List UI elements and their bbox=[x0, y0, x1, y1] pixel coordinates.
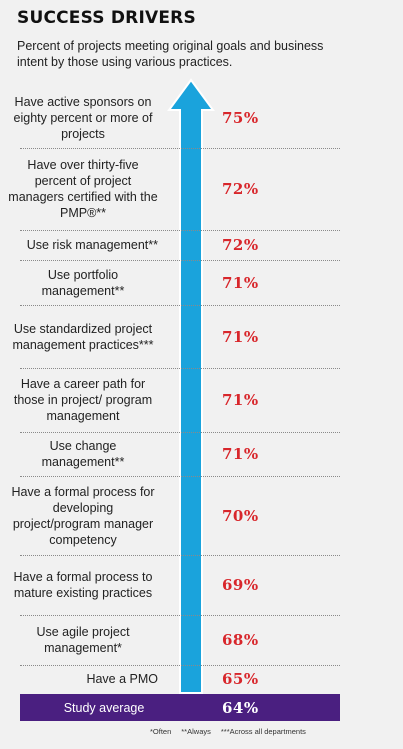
driver-row: Have a PMO 65% bbox=[20, 665, 340, 693]
driver-label: Use change management** bbox=[41, 439, 125, 469]
driver-value: 72% bbox=[222, 180, 259, 198]
row-divider bbox=[20, 476, 340, 477]
footnote-across-departments: ***Across all departments bbox=[220, 727, 306, 736]
driver-label: Have over thirty-five percent of project… bbox=[8, 158, 158, 220]
driver-row: Use agile project management* 68% bbox=[20, 615, 340, 665]
subtitle: Percent of projects meeting original goa… bbox=[17, 39, 324, 69]
driver-label: Use risk management** bbox=[26, 238, 158, 252]
driver-label: Have a career path for those in project/… bbox=[13, 377, 153, 423]
row-divider bbox=[20, 305, 340, 306]
driver-value: 65% bbox=[222, 670, 259, 688]
driver-value: 68% bbox=[222, 631, 259, 649]
driver-label: Have a PMO bbox=[86, 672, 158, 686]
footnote-always: **Always bbox=[181, 727, 211, 736]
driver-label: Have active sponsors on eighty percent o… bbox=[13, 95, 153, 141]
driver-label: Have a formal process for developing pro… bbox=[11, 484, 155, 547]
footnotes: *Often **Always ***Across all department… bbox=[150, 727, 350, 736]
driver-value: 72% bbox=[222, 236, 259, 254]
driver-label: Have a formal process to mature existing… bbox=[13, 570, 153, 600]
study-average-label: Study average bbox=[63, 700, 145, 715]
driver-value: 71% bbox=[222, 391, 259, 409]
study-average-bar bbox=[20, 694, 340, 721]
driver-value: 69% bbox=[222, 576, 259, 594]
row-divider bbox=[20, 665, 340, 666]
arrow-shape bbox=[167, 78, 215, 694]
footnote-often: *Often bbox=[150, 727, 172, 736]
study-average-value: 64% bbox=[222, 698, 259, 717]
driver-row: Have over thirty-five percent of project… bbox=[8, 148, 340, 230]
driver-row: Have a formal process to mature existing… bbox=[14, 555, 340, 615]
driver-row: Have active sponsors on eighty percent o… bbox=[14, 88, 340, 148]
driver-label: Use standardized project management prac… bbox=[12, 321, 154, 352]
row-divider bbox=[20, 368, 340, 369]
driver-label: Use agile project management* bbox=[36, 625, 130, 655]
driver-row: Have a career path for those in project/… bbox=[14, 368, 340, 432]
driver-row: Use change management** 71% bbox=[20, 432, 340, 476]
row-divider bbox=[20, 615, 340, 616]
driver-value: 71% bbox=[222, 445, 259, 463]
row-divider bbox=[20, 555, 340, 556]
row-divider bbox=[20, 260, 340, 261]
driver-label: Use portfolio management** bbox=[41, 267, 125, 298]
row-divider bbox=[20, 148, 340, 149]
driver-value: 75% bbox=[222, 109, 259, 127]
driver-row: Use portfolio management** 71% bbox=[20, 260, 340, 305]
driver-value: 70% bbox=[222, 506, 259, 525]
driver-value: 71% bbox=[222, 273, 259, 292]
row-divider bbox=[20, 432, 340, 433]
driver-row: Use risk management** 72% bbox=[20, 230, 340, 260]
row-divider bbox=[20, 230, 340, 231]
page-title: SUCCESS DRIVERS bbox=[17, 8, 196, 28]
driver-row: Have a formal process for developing pro… bbox=[11, 476, 340, 555]
driver-value: 71% bbox=[222, 327, 259, 346]
driver-row: Use standardized project management prac… bbox=[12, 305, 340, 368]
